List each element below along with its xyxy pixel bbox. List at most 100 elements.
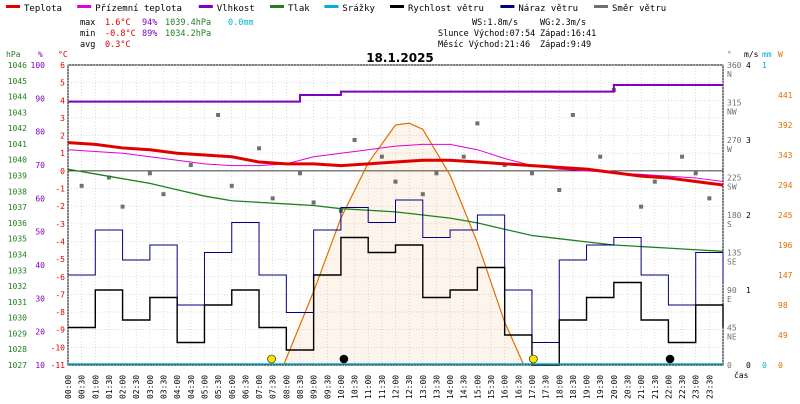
tick-pct: 80 <box>35 128 45 137</box>
wind-direction-point <box>79 183 84 188</box>
tick-time: 06:30 <box>241 375 250 399</box>
axis-unit-pct: % <box>38 50 43 59</box>
moonrise-marker <box>665 354 675 364</box>
moonset-marker <box>339 354 349 364</box>
wind-direction-point <box>147 171 152 176</box>
tick-hpa: 1027 <box>8 361 27 370</box>
tick-temp: 1 <box>60 149 65 158</box>
tick-wm2: 441 <box>778 91 793 100</box>
legend-swatch-naraz-vetru <box>500 5 515 8</box>
tick-time: 11:00 <box>364 375 373 399</box>
tick-ms: 2 <box>746 211 751 220</box>
tick-time: 18:30 <box>569 375 578 399</box>
tick-time: 06:00 <box>228 375 237 399</box>
tick-dir-cardinal: NE <box>727 333 737 342</box>
axis-unit-ms: m/s <box>744 50 759 59</box>
tick-pct: 20 <box>35 328 45 337</box>
tick-hpa: 1044 <box>8 93 27 102</box>
legend-label-naraz-vetru: Náraz větru <box>518 4 578 14</box>
stat-max-hum: 94% <box>142 18 157 28</box>
wind-direction-point <box>570 113 575 117</box>
chart-title: 18.1.2025 <box>366 51 434 65</box>
tick-dir-cardinal: SW <box>727 183 737 192</box>
tick-ms: 4 <box>746 61 751 70</box>
wind-direction-point <box>434 171 439 176</box>
tick-time: 04:30 <box>187 375 196 399</box>
legend-swatch-teplota <box>6 5 20 8</box>
tick-time: 11:30 <box>378 375 387 399</box>
tick-temp: -1 <box>55 185 65 194</box>
wind-direction-point <box>598 154 603 159</box>
tick-time: 07:00 <box>255 375 264 399</box>
legend-swatch-smer-vetru <box>594 5 608 8</box>
wind-direction-point <box>379 154 384 159</box>
solar-curve <box>283 122 525 366</box>
tick-temp: -2 <box>55 202 65 211</box>
tick-temp: -8 <box>55 308 65 317</box>
tick-time: 10:30 <box>351 375 360 399</box>
tick-time: 13:30 <box>432 375 441 399</box>
tick-dir-cardinal: S <box>727 220 732 229</box>
tick-temp: -4 <box>55 237 65 246</box>
astro-block: WS:1.8m/s WG:2.3m/s Slunce Východ:07:54 … <box>438 18 596 50</box>
wind-direction-point <box>557 188 562 192</box>
tick-time: 16:00 <box>501 375 510 399</box>
tick-dir: 225 <box>727 174 742 183</box>
tick-hpa: 1039 <box>8 172 27 181</box>
tick-time: 02:00 <box>119 375 128 399</box>
wind-direction-point <box>420 192 425 197</box>
wind-wg: WG:2.3m/s <box>540 18 586 28</box>
tick-wm2: 343 <box>778 151 793 160</box>
tick-hpa: 1042 <box>8 124 27 133</box>
legend-swatch-srazky <box>324 5 339 8</box>
tick-hpa: 1046 <box>8 61 27 70</box>
tick-hpa: 1045 <box>8 77 27 86</box>
tick-time: 01:30 <box>105 375 114 399</box>
tick-time: 05:30 <box>214 375 223 399</box>
wind-direction-point <box>707 196 712 201</box>
tick-time: 09:00 <box>310 375 319 399</box>
tick-time: 03:00 <box>146 375 155 399</box>
tick-hpa: 1028 <box>8 345 27 354</box>
legend-label-srazky: Srážky <box>342 4 375 14</box>
legend-swatch-vlhkost <box>198 5 213 8</box>
tick-pct: 60 <box>35 194 45 203</box>
tick-wm2: 49 <box>778 331 788 340</box>
wind-direction-point <box>229 183 234 188</box>
sun-moon-markers <box>267 354 675 364</box>
wind-direction-point <box>639 204 644 209</box>
stat-min-hum: 89% <box>142 29 157 39</box>
tick-pct: 100 <box>31 61 46 70</box>
tick-hpa: 1033 <box>8 266 27 275</box>
tick-time: 23:30 <box>705 375 714 399</box>
wind-direction-point <box>393 179 398 184</box>
tick-hpa: 1043 <box>8 108 27 117</box>
tick-temp: -10 <box>51 343 66 352</box>
tick-time: 01:00 <box>91 375 100 399</box>
tick-time: 21:00 <box>637 375 646 399</box>
stat-min-press: 1034.2hPa <box>165 29 211 39</box>
tick-time: 18:00 <box>555 375 564 399</box>
tick-temp: -3 <box>55 220 65 229</box>
legend-label-teplota: Teplota <box>24 4 62 14</box>
stat-min-label: min <box>80 29 95 39</box>
tick-time: 00:00 <box>64 375 73 399</box>
tick-temp: 3 <box>60 114 65 123</box>
tick-dir: 360 <box>727 61 742 70</box>
axis-ticks: 1046104510441043104210411040103910381037… <box>8 61 793 399</box>
sunrise-marker <box>267 354 276 364</box>
tick-wm2: 392 <box>778 121 793 130</box>
tick-time: 16:30 <box>514 375 523 399</box>
tick-temp: -7 <box>55 290 65 299</box>
wind-direction-point <box>270 196 275 201</box>
sun-set: Západ:16:41 <box>540 29 596 39</box>
moon-rise: Měsíc Východ:21:46 <box>438 40 530 50</box>
wind-direction-point <box>216 113 221 117</box>
wind-direction-point <box>352 138 357 142</box>
tick-hpa: 1029 <box>8 329 27 338</box>
tick-temp: 4 <box>60 96 65 105</box>
wind-direction-point <box>106 175 111 180</box>
stat-max-press: 1039.4hPa <box>165 18 211 28</box>
legend-label-smer-vetru: Směr větru <box>612 4 666 14</box>
